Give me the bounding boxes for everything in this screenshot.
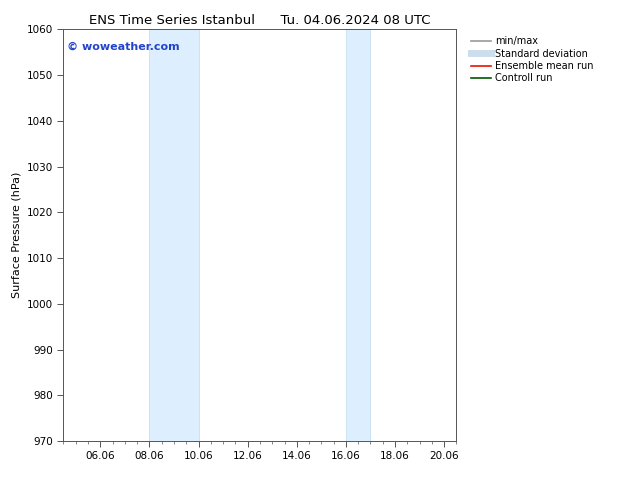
Title: ENS Time Series Istanbul      Tu. 04.06.2024 08 UTC: ENS Time Series Istanbul Tu. 04.06.2024 … [89, 14, 430, 27]
Legend: min/max, Standard deviation, Ensemble mean run, Controll run: min/max, Standard deviation, Ensemble me… [469, 34, 596, 85]
Text: © woweather.com: © woweather.com [67, 42, 180, 52]
Bar [346, 29, 370, 441]
Bar [150, 29, 198, 441]
Y-axis label: Surface Pressure (hPa): Surface Pressure (hPa) [11, 172, 21, 298]
